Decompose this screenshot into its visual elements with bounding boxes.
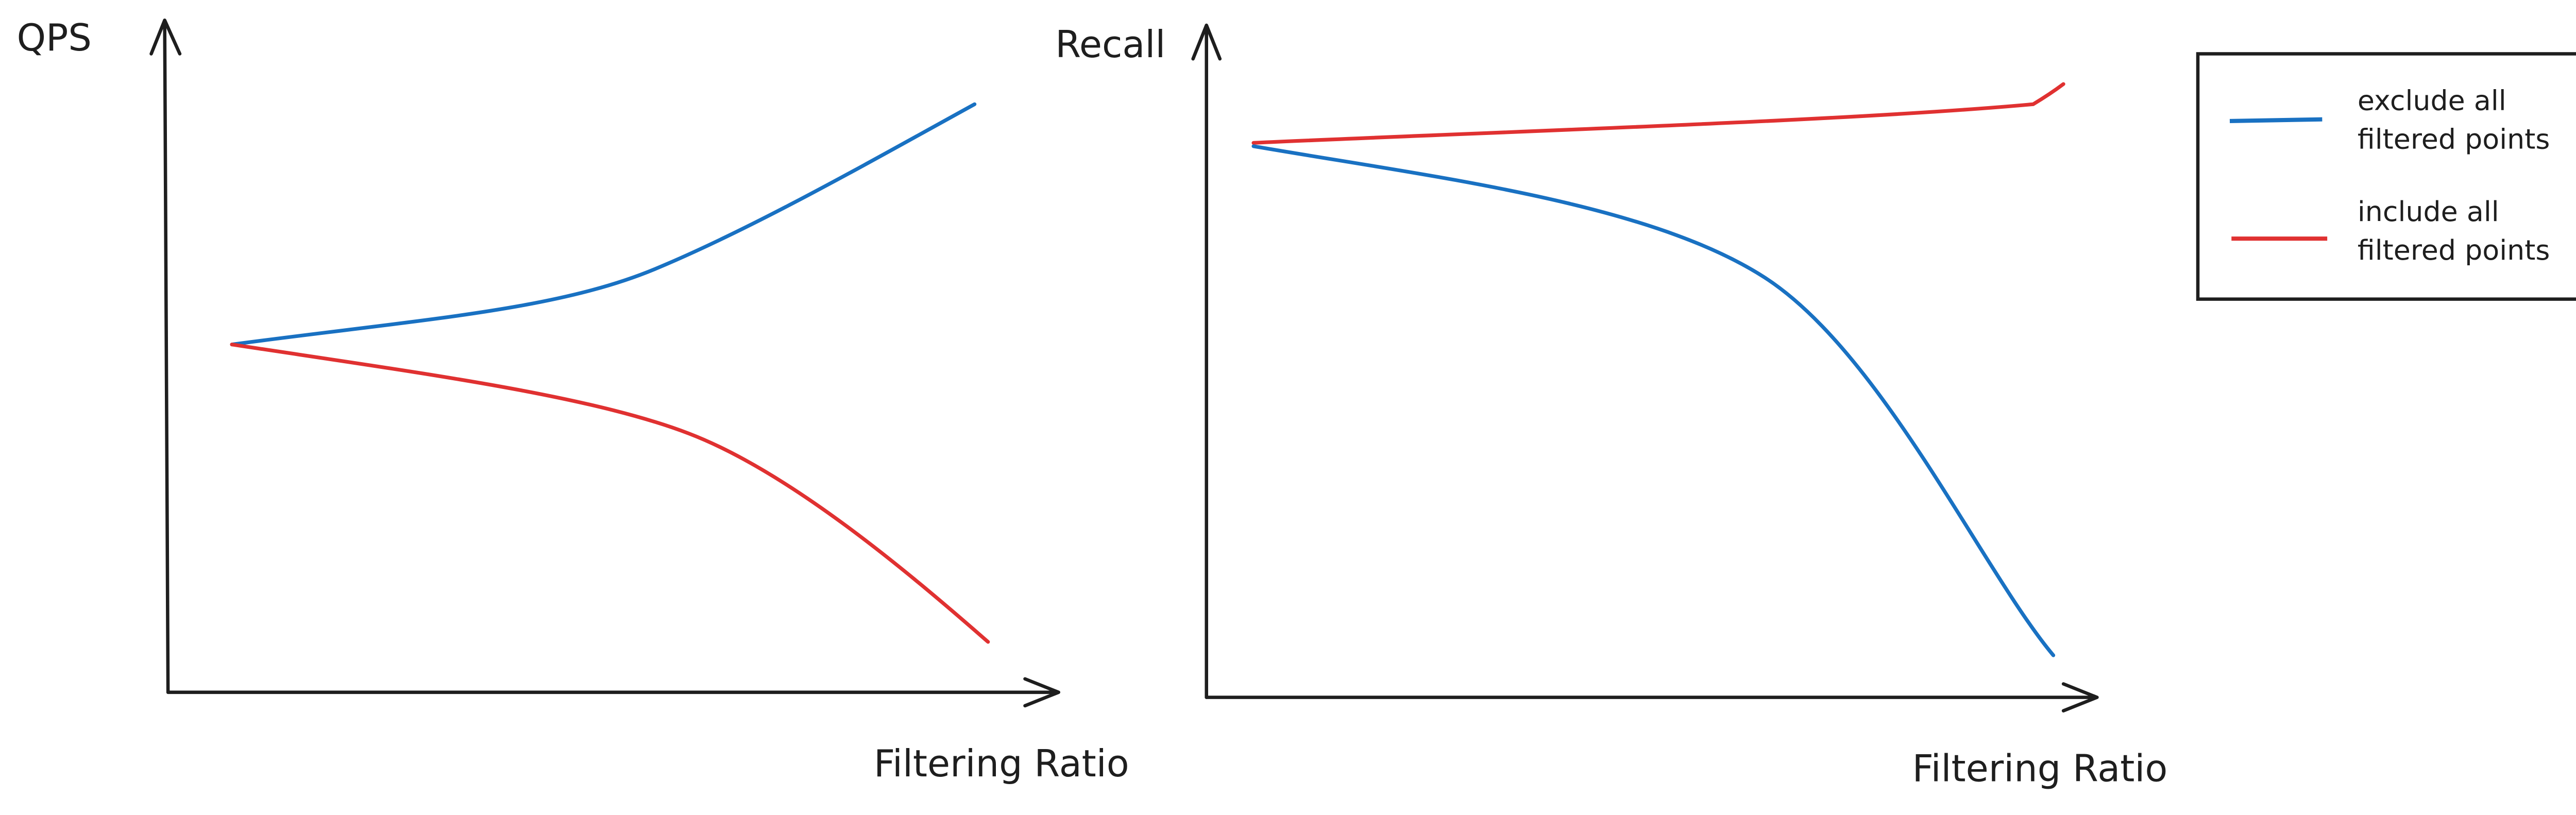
legend-box [2196, 52, 2576, 301]
legend-text: filtered points [2358, 234, 2550, 266]
legend-text: filtered points [2358, 123, 2550, 156]
legend: exclude all filtered points include all … [2196, 52, 2576, 301]
x-axis [1205, 682, 2099, 712]
legend-text: include all [2358, 195, 2499, 228]
exclude-curve [1251, 144, 2056, 657]
y-axis [1191, 23, 1222, 699]
include-curve [1251, 82, 2065, 145]
x-axis-label: Filtering Ratio [1912, 747, 2168, 790]
legend-swatch [2229, 117, 2323, 123]
exclude-curve [230, 102, 977, 347]
left-chart: QPS Filtering Ratio [17, 16, 1129, 785]
x-axis [166, 677, 1060, 708]
legend-text: exclude all [2358, 84, 2506, 117]
x-axis-label: Filtering Ratio [874, 742, 1129, 785]
y-axis-label: Recall [1055, 23, 1165, 66]
right-chart: Recall Filtering Ratio [1055, 23, 2167, 790]
y-axis-label: QPS [17, 16, 92, 59]
include-curve [230, 343, 990, 644]
y-axis [149, 18, 182, 694]
